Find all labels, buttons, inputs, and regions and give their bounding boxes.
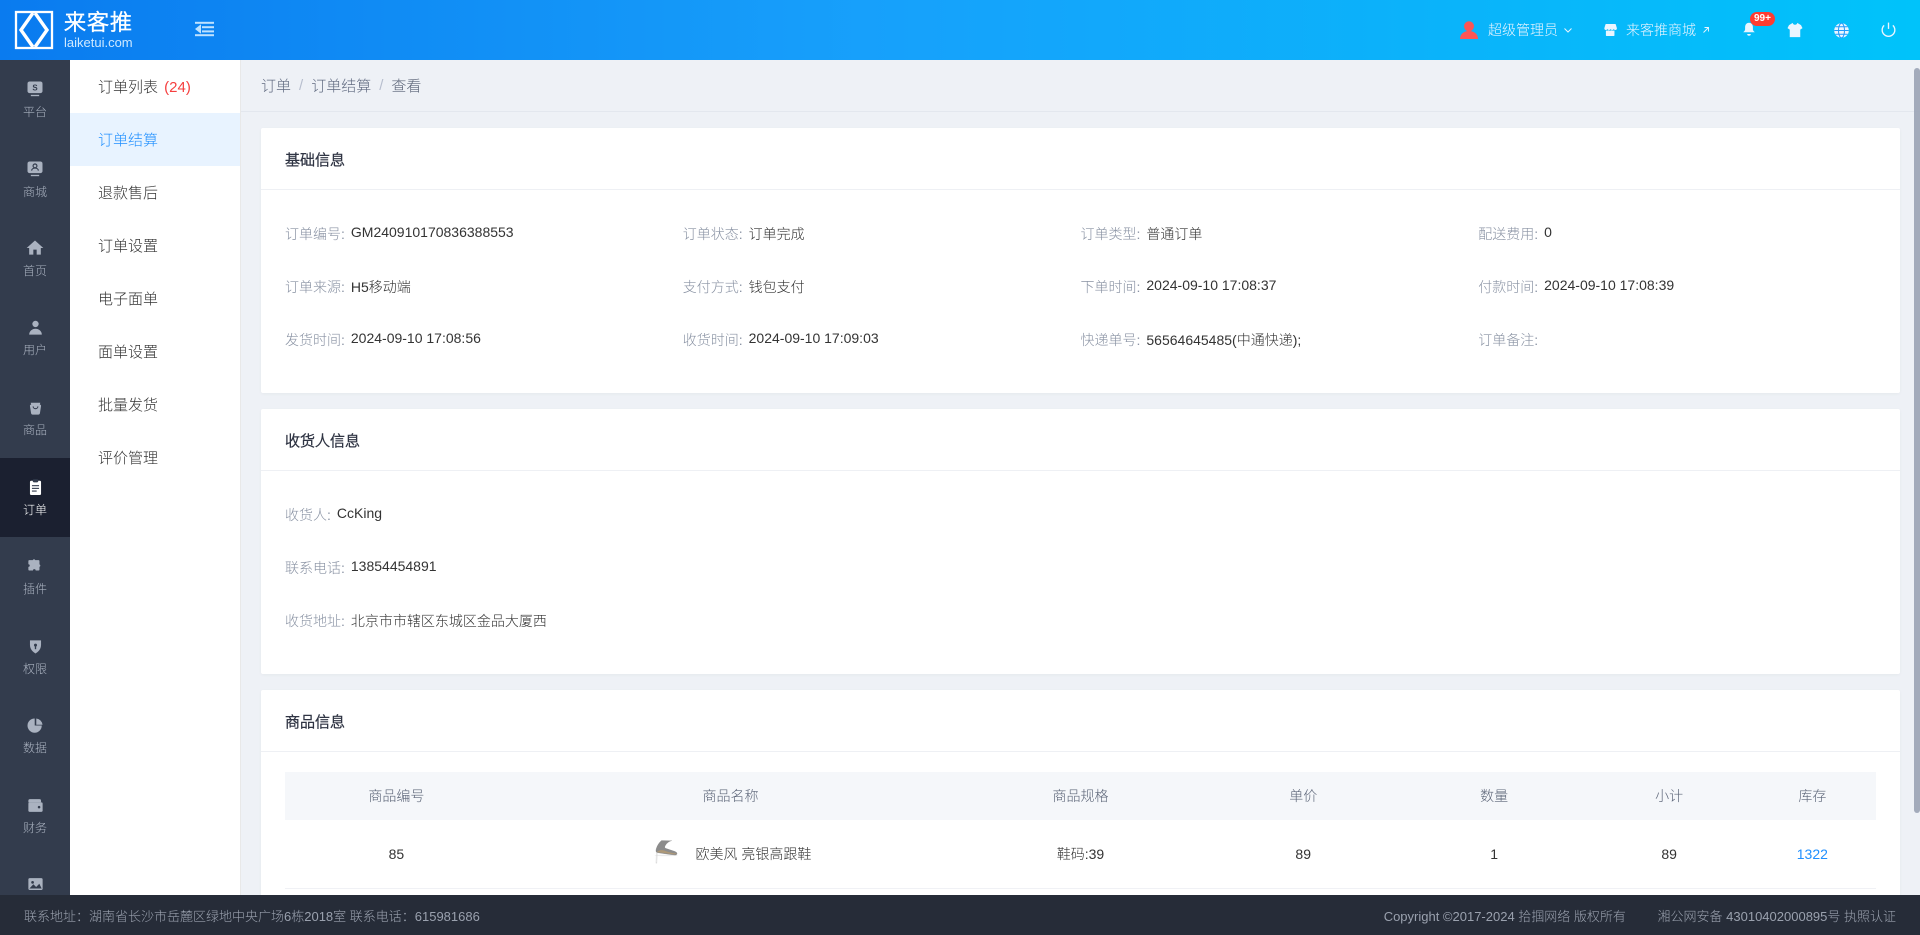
svg-text:S: S [32, 84, 37, 93]
